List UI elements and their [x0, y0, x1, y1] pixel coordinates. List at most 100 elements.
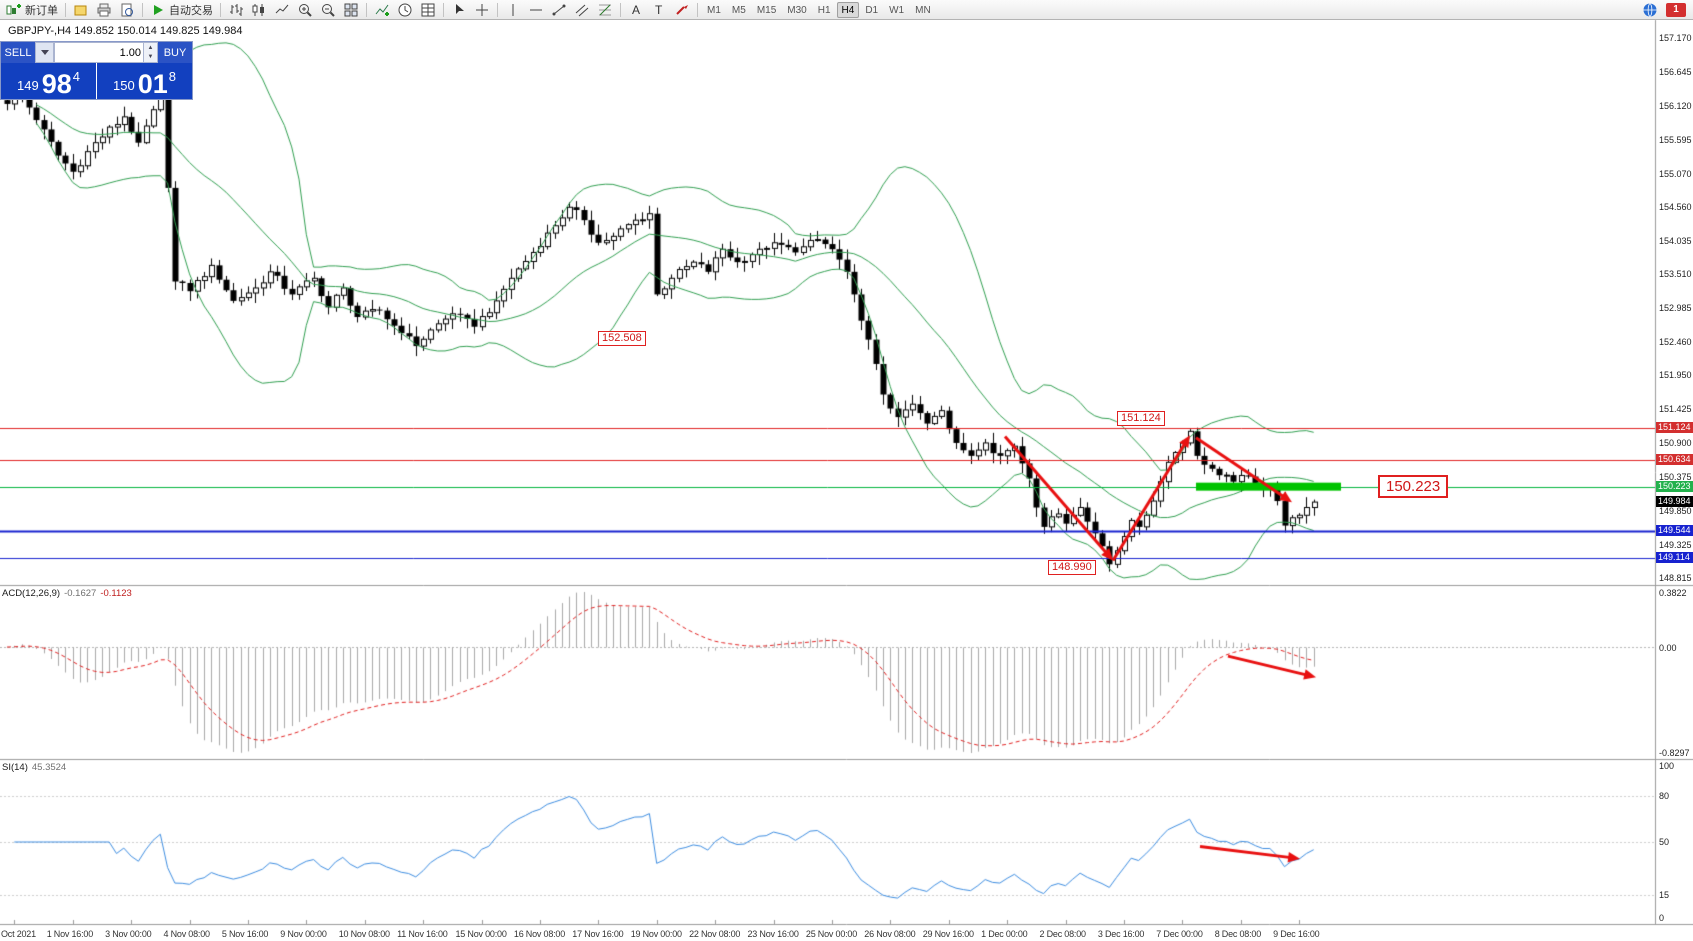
- cursor-icon: [456, 3, 464, 14]
- new-order-button[interactable]: 新订单: [3, 1, 61, 19]
- volume-input[interactable]: [55, 43, 143, 62]
- chart-title: GBPJPY-,H4 149.852 150.014 149.825 149.9…: [8, 25, 243, 37]
- timeframe-m5[interactable]: M5: [727, 2, 751, 18]
- timeframe-h1[interactable]: H1: [813, 2, 836, 18]
- timeframe-group: M1 M5 M15 M30 H1 H4 D1 W1 MN: [702, 1, 936, 18]
- clock-button[interactable]: [394, 1, 416, 19]
- zoom-out-button[interactable]: [317, 1, 339, 19]
- crosshair-icon: [476, 3, 488, 16]
- candlestick-chart-button[interactable]: [248, 1, 270, 19]
- toolbar-separator: [220, 2, 221, 17]
- buy-price-sup: 8: [168, 69, 176, 84]
- candlestick-chart-icon: [252, 3, 264, 16]
- rsi-name: SI(14): [2, 762, 28, 773]
- volume-stepper[interactable]: ▲ ▼: [143, 43, 157, 62]
- sell-price-big: 98: [41, 69, 72, 99]
- indicators-icon: [375, 4, 389, 16]
- cube-icon: [74, 5, 87, 15]
- trendline-icon: [552, 4, 566, 15]
- autotrade-label: 自动交易: [169, 4, 213, 17]
- toolbar: 新订单 自动交易 A T M1 M5 M15 M30 H1 H4 D1 W1 M…: [0, 0, 1693, 20]
- toolbar-separator: [620, 2, 621, 17]
- horizontal-line-icon: [530, 9, 542, 10]
- data-window-button[interactable]: [417, 1, 439, 19]
- volume-dropdown[interactable]: [35, 42, 54, 63]
- print-button[interactable]: [93, 1, 115, 19]
- bar-chart-button[interactable]: [225, 1, 247, 19]
- arrow-object-icon: [676, 4, 688, 15]
- buy-button[interactable]: BUY: [158, 42, 192, 63]
- zoom-in-icon: [299, 3, 312, 17]
- text-label-icon: T: [655, 3, 663, 17]
- vertical-line-button[interactable]: [502, 1, 524, 19]
- timeframe-m30[interactable]: M30: [782, 2, 811, 18]
- macd-label: ACD(12,26,9) -0.1627 -0.1123: [2, 588, 132, 599]
- timeframe-m1[interactable]: M1: [702, 2, 726, 18]
- buy-price[interactable]: 150 01 8: [97, 63, 192, 99]
- text-button[interactable]: A: [625, 1, 647, 19]
- toolbar-separator: [497, 2, 498, 17]
- community-button[interactable]: [1639, 1, 1661, 19]
- toolbar-separator: [366, 2, 367, 17]
- printer-icon: [97, 3, 111, 16]
- cursor-button[interactable]: [448, 1, 470, 19]
- spin-down-icon[interactable]: ▼: [144, 52, 157, 62]
- sell-price[interactable]: 149 98 4: [1, 63, 96, 99]
- fibonacci-button[interactable]: [594, 1, 616, 19]
- new-order-label: 新订单: [25, 4, 58, 17]
- tile-windows-icon: [344, 3, 358, 16]
- channel-icon: [575, 4, 589, 16]
- toolbar-separator: [65, 2, 66, 17]
- line-chart-icon: [275, 4, 289, 13]
- timeframe-m15[interactable]: M15: [752, 2, 781, 18]
- chevron-down-icon: [40, 50, 49, 55]
- text-label-button[interactable]: T: [648, 1, 670, 19]
- toolbar-separator: [142, 2, 143, 17]
- sell-button[interactable]: SELL: [1, 42, 35, 63]
- data-window-icon: [421, 3, 435, 16]
- timeframe-mn[interactable]: MN: [910, 2, 936, 18]
- globe-icon: [1643, 2, 1657, 17]
- tile-windows-button[interactable]: [340, 1, 362, 19]
- vertical-line-icon: [512, 3, 514, 16]
- timeframe-h4[interactable]: H4: [836, 1, 860, 18]
- zoom-in-button[interactable]: [294, 1, 316, 19]
- text-icon: A: [632, 3, 640, 17]
- one-click-trading-panel: SELL ▲▼ BUY 149 98 4 150 01 8: [0, 41, 193, 100]
- buy-price-big: 01: [137, 69, 168, 99]
- new-order-icon: [6, 3, 21, 14]
- clock-icon: [398, 3, 412, 16]
- horizontal-line-button[interactable]: [525, 1, 547, 19]
- rsi-label: SI(14) 45.3524: [2, 762, 66, 773]
- autotrade-button[interactable]: 自动交易: [147, 1, 216, 19]
- autotrade-play-icon: [154, 4, 163, 15]
- rsi-value: 45.3524: [31, 762, 67, 773]
- zoom-out-icon: [322, 3, 335, 17]
- line-chart-button[interactable]: [271, 1, 293, 19]
- buy-price-small: 150: [113, 78, 135, 93]
- timeframe-d1[interactable]: D1: [860, 2, 883, 18]
- preview-icon: [121, 3, 133, 16]
- macd-value-1: -0.1627: [64, 588, 97, 599]
- macd-name: ACD(12,26,9): [2, 588, 61, 599]
- fibonacci-icon: [599, 4, 611, 15]
- channel-button[interactable]: [571, 1, 593, 19]
- chart-cube-button[interactable]: [70, 1, 92, 19]
- crosshair-button[interactable]: [471, 1, 493, 19]
- sell-price-sup: 4: [72, 69, 80, 84]
- svg-text:A: A: [632, 3, 640, 17]
- trendline-button[interactable]: [548, 1, 570, 19]
- print-preview-button[interactable]: [116, 1, 138, 19]
- toolbar-separator: [443, 2, 444, 17]
- toolbar-separator: [697, 2, 698, 17]
- timeframe-w1[interactable]: W1: [884, 2, 909, 18]
- svg-text:T: T: [655, 3, 663, 17]
- indicators-button[interactable]: [371, 1, 393, 19]
- macd-value-2: -0.1123: [100, 588, 132, 599]
- notifications-badge[interactable]: 1: [1666, 2, 1686, 17]
- sell-price-small: 149: [17, 78, 39, 93]
- arrow-object-button[interactable]: [671, 1, 693, 19]
- bar-chart-icon: [230, 3, 243, 16]
- spin-up-icon[interactable]: ▲: [144, 43, 157, 53]
